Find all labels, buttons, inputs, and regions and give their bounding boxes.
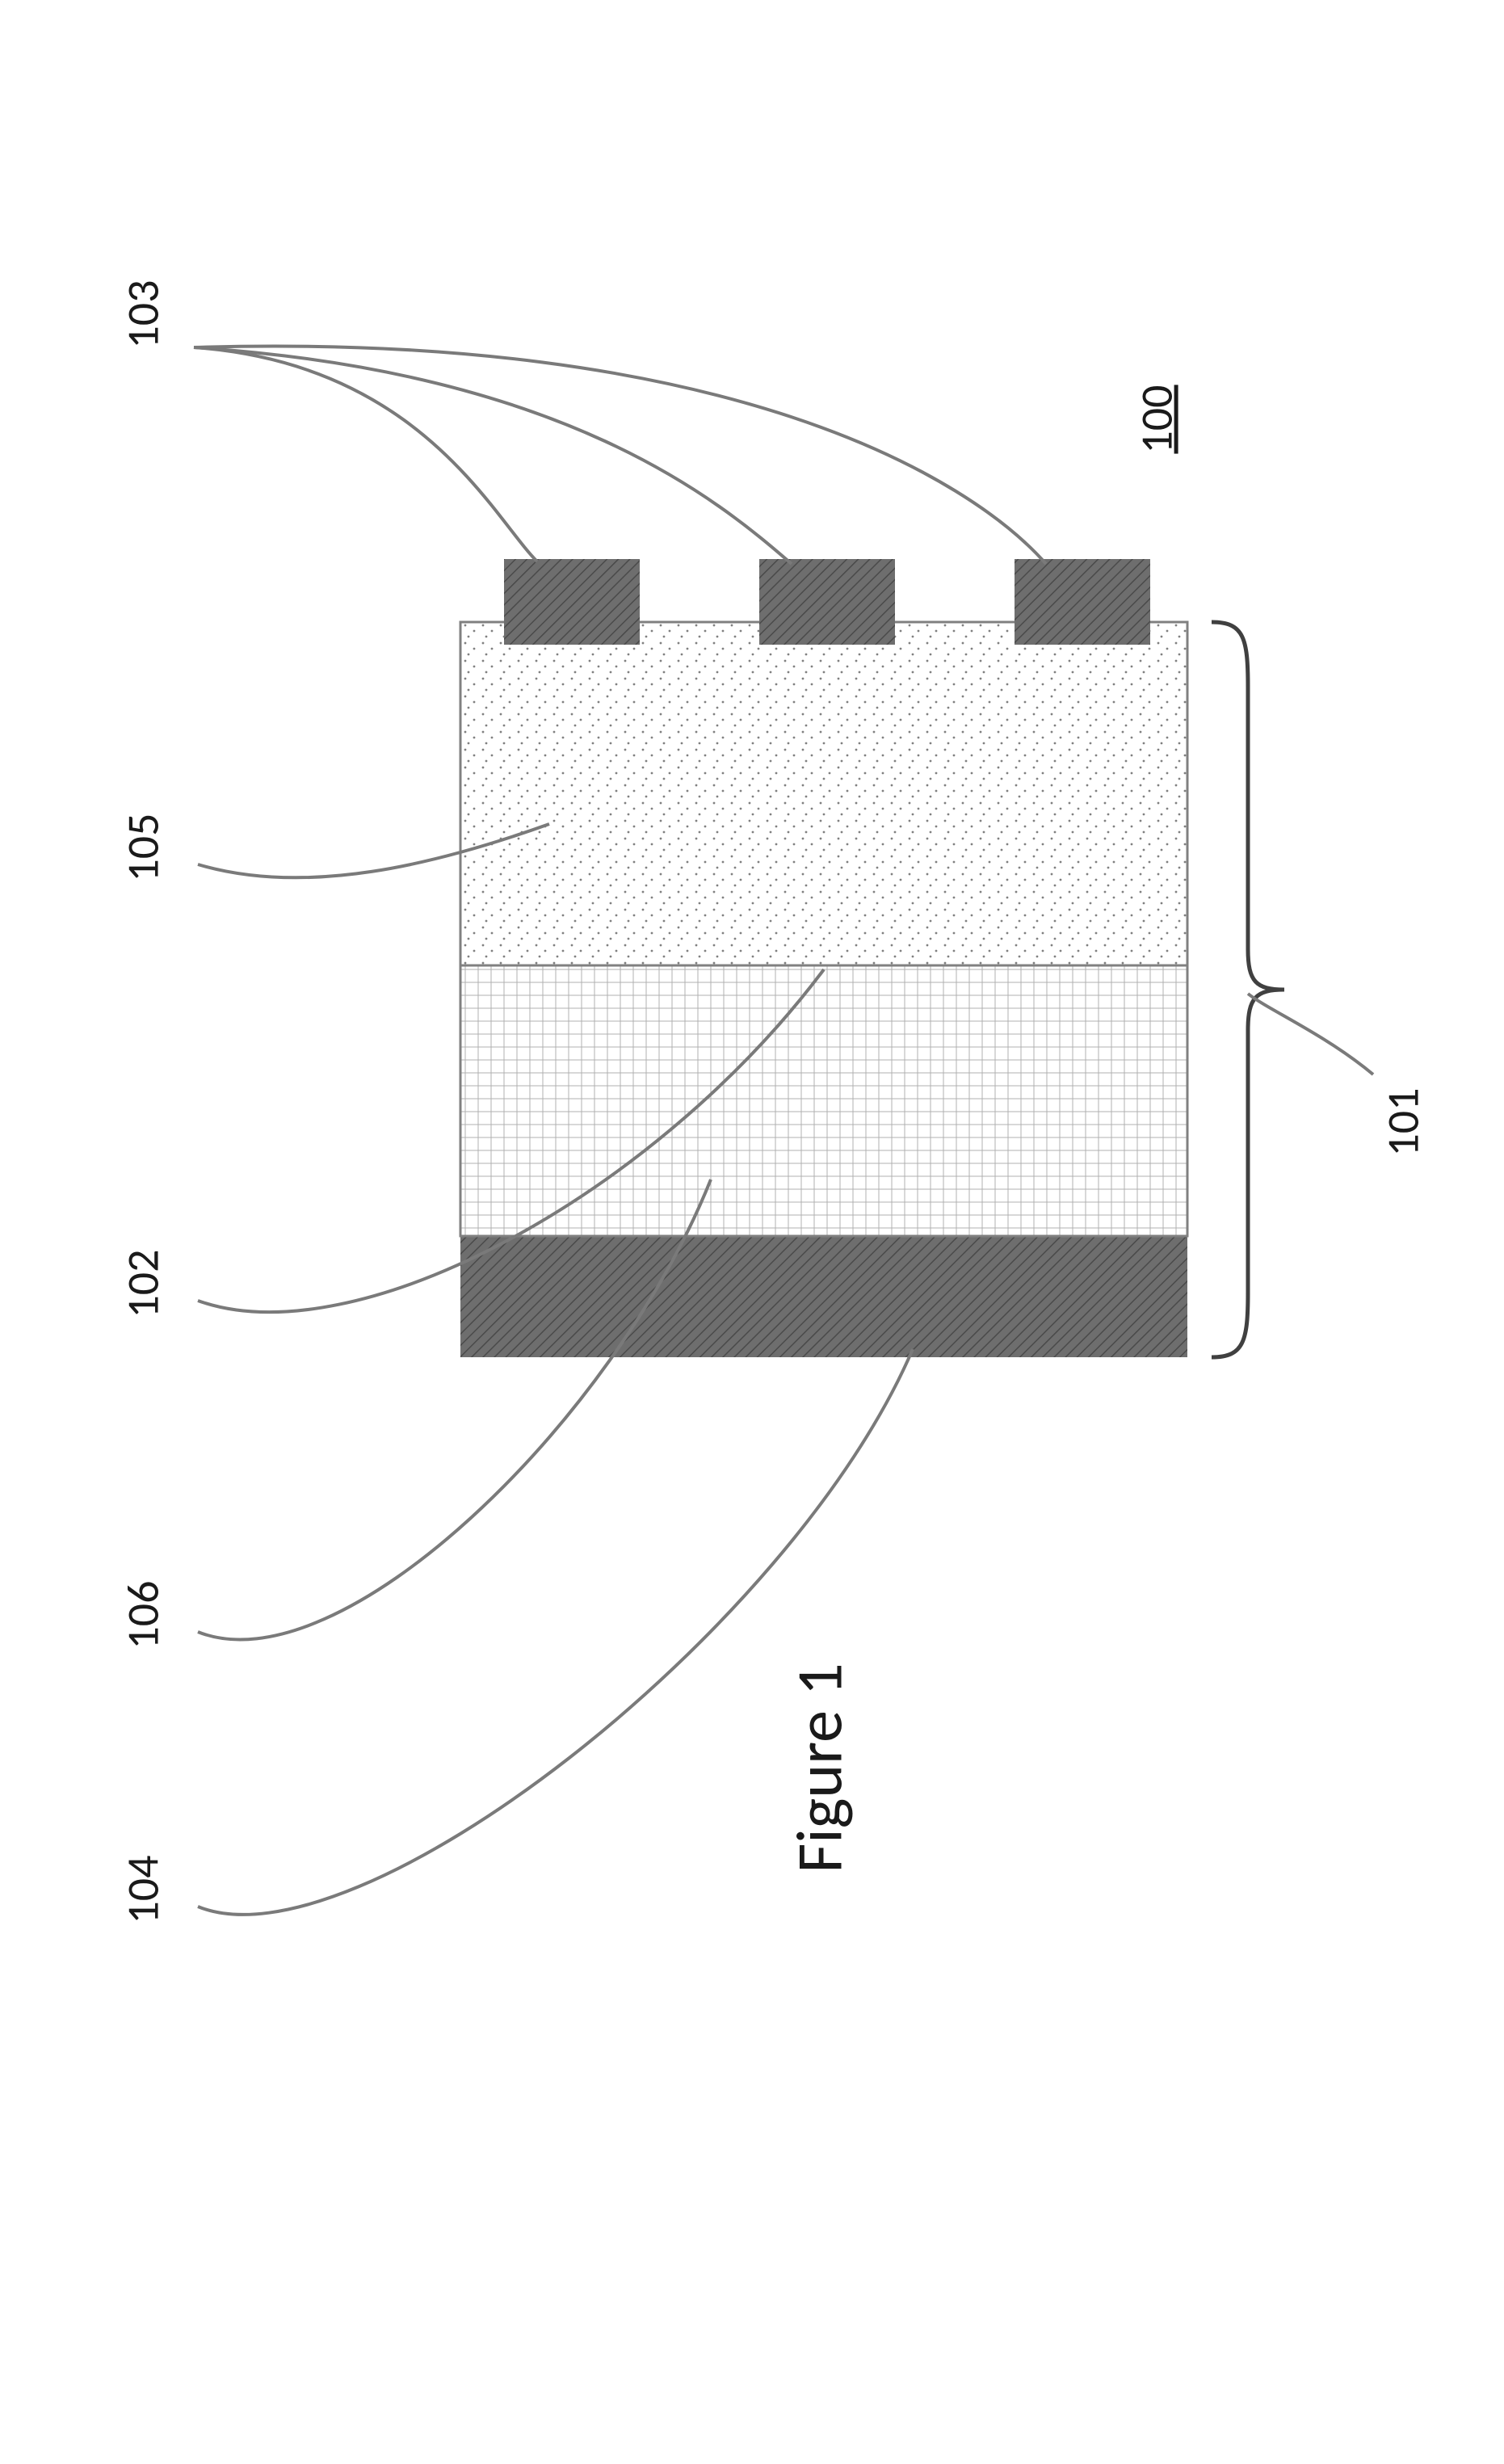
layer-bottom: [460, 1236, 1187, 1357]
callout-102: 102: [116, 1249, 171, 1318]
top-block: [759, 559, 895, 645]
bracket-101: [1212, 622, 1284, 1357]
top-block: [1015, 559, 1150, 645]
figure-svg: [0, 0, 1504, 2464]
callout-101: 101: [1376, 1087, 1431, 1156]
callout-104: 104: [116, 1855, 171, 1924]
figure-canvas: 103 105 102 106 104 101 100 Figure 1: [0, 0, 1504, 2464]
callout-106: 106: [116, 1580, 171, 1649]
callout-103: 103: [116, 280, 171, 348]
callout-105: 105: [116, 813, 171, 881]
top-block: [504, 559, 640, 645]
layer-top: [460, 622, 1187, 965]
assembly-id: 100: [1130, 385, 1185, 453]
figure-caption: Figure 1: [781, 1651, 859, 1886]
layer-middle: [460, 965, 1187, 1236]
